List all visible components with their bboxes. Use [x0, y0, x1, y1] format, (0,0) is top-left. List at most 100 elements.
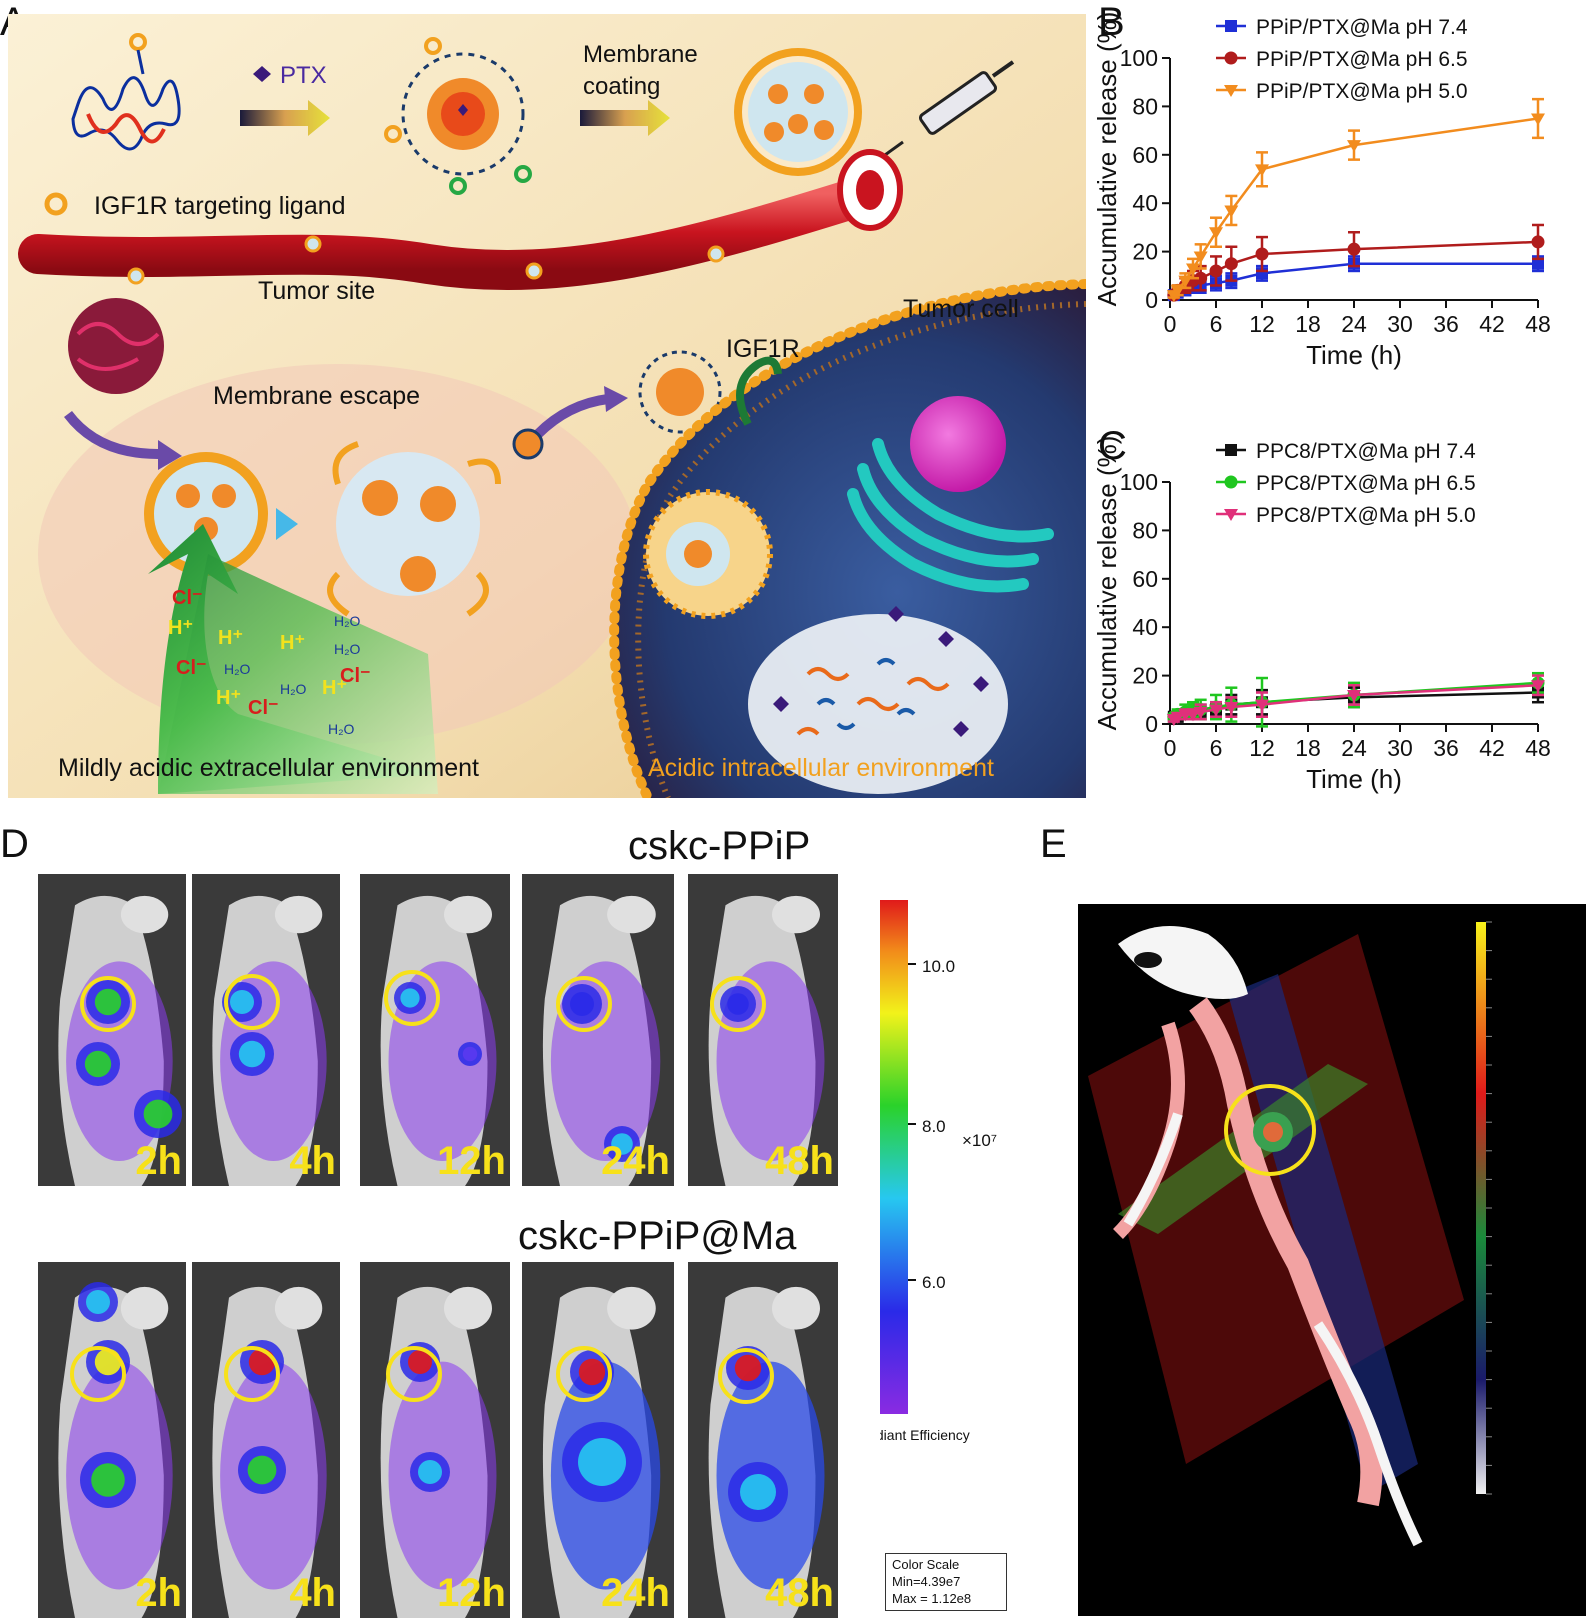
radiant-efficiency-colorbar: 10.0 8.0 6.0 ×10⁷ Radiant Efficiency	[858, 900, 1040, 1600]
tumor-cell-label: Tumor cell	[903, 295, 1019, 323]
panel-letter-e: E	[1040, 822, 1067, 866]
tumor-mass-icon	[68, 298, 164, 394]
mouse-image	[38, 874, 186, 1186]
chart-c-data-point	[1170, 711, 1185, 724]
tumor-roi-circle	[556, 1346, 612, 1402]
chart-c-xtick-label: 48	[1525, 735, 1551, 761]
chart-c-legend-marker	[1225, 444, 1237, 456]
chart-c-x-axis-label: Time (h)	[1306, 764, 1402, 794]
imaging-tile-ppip-ma-2h: 2h	[38, 1262, 186, 1618]
scheme-illustration: PTX Membrane coating	[8, 14, 1086, 798]
panel-letter-d: D	[0, 822, 29, 866]
imaging-title-row2: cskc-PPiP@Ma	[518, 1214, 797, 1258]
chart-b-legend-label: PPiP/PTX@Ma pH 6.5	[1256, 48, 1468, 71]
release-chart-c-canvas: 0 20 40 60 80 100 0 6 12 18 24 30 36 42 48 Time (h) Accu…	[1092, 436, 1551, 794]
imaging-tile-ppip-48h: 48h	[688, 874, 838, 1186]
3d-reconstruction	[1078, 904, 1586, 1616]
chart-c-legend-marker	[1224, 475, 1238, 489]
mouse-image	[360, 1262, 510, 1618]
chart-b-xtick-label: 12	[1249, 311, 1275, 337]
skull-icon	[1118, 926, 1248, 999]
chart-b-data-point	[1194, 271, 1208, 285]
panel-letter-b: B	[1098, 0, 1125, 44]
intracellular-label: Acidic intracellular environment	[648, 754, 994, 782]
ptx-label: PTX	[280, 62, 327, 89]
ion-proton-4: H⁺	[216, 687, 241, 709]
chart-c-data-point	[1224, 702, 1239, 715]
chart-b-ytick-label: 80	[1132, 93, 1158, 119]
chart-c-xtick-label: 12	[1249, 735, 1275, 761]
micelle-icon	[384, 37, 532, 195]
chart-c-legend-label: PPC8/PTX@Ma pH 5.0	[1256, 504, 1476, 527]
colorbar-label: Radiant Efficiency	[880, 1427, 970, 1443]
chart-b-data-point	[1209, 264, 1223, 278]
imaging-tile-ppip-24h: 24h	[522, 874, 674, 1186]
imaging-tile-ppip-ma-4h: 4h	[192, 1262, 340, 1618]
chart-c-ytick-label: 100	[1120, 469, 1158, 495]
ion-proton-3: H⁺	[280, 632, 305, 654]
chart-b-y-axis-label: Accumulative release (%)	[1092, 12, 1122, 307]
imaging-tile-ppip-ma-24h: 24h	[522, 1262, 674, 1618]
mouse-image	[522, 1262, 674, 1618]
igf1r-ligand-label: IGF1R targeting ligand	[94, 192, 346, 220]
imaging-tile-ppip-ma-48h: 48h	[688, 1262, 838, 1618]
chart-b-xtick-label: 18	[1295, 311, 1321, 337]
chart-c-ytick-label: 0	[1145, 711, 1158, 737]
chart-b-legend-label: PPiP/PTX@Ma pH 7.4	[1256, 16, 1468, 39]
membrane-escape-label: Membrane escape	[213, 382, 420, 410]
colorbar-tick-6: 6.0	[922, 1273, 946, 1292]
timepoint-label: 24h	[601, 1571, 670, 1615]
chart-b-legend-marker	[1225, 20, 1237, 32]
extracellular-label: Mildly acidic extracellular environment	[58, 754, 479, 782]
tumor-roi-circle	[556, 976, 612, 1032]
chart-b-ytick-label: 100	[1120, 45, 1158, 71]
membrane-coating-label-1: Membrane	[583, 41, 698, 68]
chart-c-legend-label: PPC8/PTX@Ma pH 6.5	[1256, 472, 1476, 495]
colorbar-exponent: ×10⁷	[962, 1131, 997, 1150]
ion-chloride-2: Cl⁻	[176, 657, 207, 679]
chart-c-data-point	[1193, 706, 1208, 719]
blood-vessel	[18, 174, 888, 290]
mouse-image	[192, 1262, 340, 1618]
imaging-tile-ppip-4h: 4h	[192, 874, 340, 1186]
chart-c-xtick-label: 0	[1164, 735, 1177, 761]
release-chart-c: 0 20 40 60 80 100 0 6 12 18 24 30 36 42 48 Time (h) Accu…	[1078, 424, 1594, 804]
timepoint-label: 12h	[437, 1139, 506, 1183]
ion-proton-1: H⁺	[168, 617, 193, 639]
chart-b-ytick-label: 60	[1132, 142, 1158, 168]
ligand-legend-icon	[44, 192, 68, 216]
panel-letter-c: C	[1098, 424, 1127, 468]
ion-proton-2: H⁺	[218, 627, 243, 649]
chart-b-data-point	[1209, 227, 1223, 240]
chart-b-data-point	[1224, 257, 1238, 271]
ion-water-5: H₂O	[334, 613, 361, 629]
chart-b-xtick-label: 30	[1387, 311, 1413, 337]
chart-c-xtick-label: 36	[1433, 735, 1459, 761]
chart-b-xtick-label: 42	[1479, 311, 1505, 337]
timepoint-label: 4h	[289, 1571, 336, 1615]
timepoint-label: 2h	[135, 1571, 182, 1615]
body-tissue	[1189, 997, 1383, 1507]
mouse-image	[522, 874, 674, 1186]
chart-b-data-point	[1532, 257, 1544, 270]
chart-c-data-point	[1347, 689, 1361, 702]
mouse-image	[192, 874, 340, 1186]
colorbar-tick-10: 10.0	[922, 957, 955, 976]
scheme-canvas: PTX Membrane coating	[8, 14, 1086, 798]
tumor-roi-circle	[224, 1346, 280, 1402]
chart-c-xtick-label: 24	[1341, 735, 1367, 761]
chart-b-data-point	[1193, 251, 1208, 264]
ion-proton-5: H⁺	[322, 677, 347, 699]
golgi-icon	[847, 438, 1054, 593]
color-scale-title: Color Scale	[892, 1557, 960, 1572]
timepoint-label: 4h	[289, 1139, 336, 1183]
ion-chloride-4: Cl⁻	[340, 665, 371, 687]
release-chart-b: 0 20 40 60 80 100 0 6 12 18 24 30 36 42 48 Time (h) Accu…	[1078, 0, 1594, 380]
mouse-image	[360, 874, 510, 1186]
colorbar-canvas: 10.0 8.0 6.0 ×10⁷ Radiant Efficiency	[858, 900, 997, 1443]
chart-b-data-point	[1255, 164, 1269, 177]
imaging-tile-ppip-12h: 12h	[360, 874, 510, 1186]
colorbar-tick-8: 8.0	[922, 1117, 946, 1136]
ion-water-2: H₂O	[224, 661, 251, 677]
chart-c-ytick-label: 40	[1132, 614, 1158, 640]
